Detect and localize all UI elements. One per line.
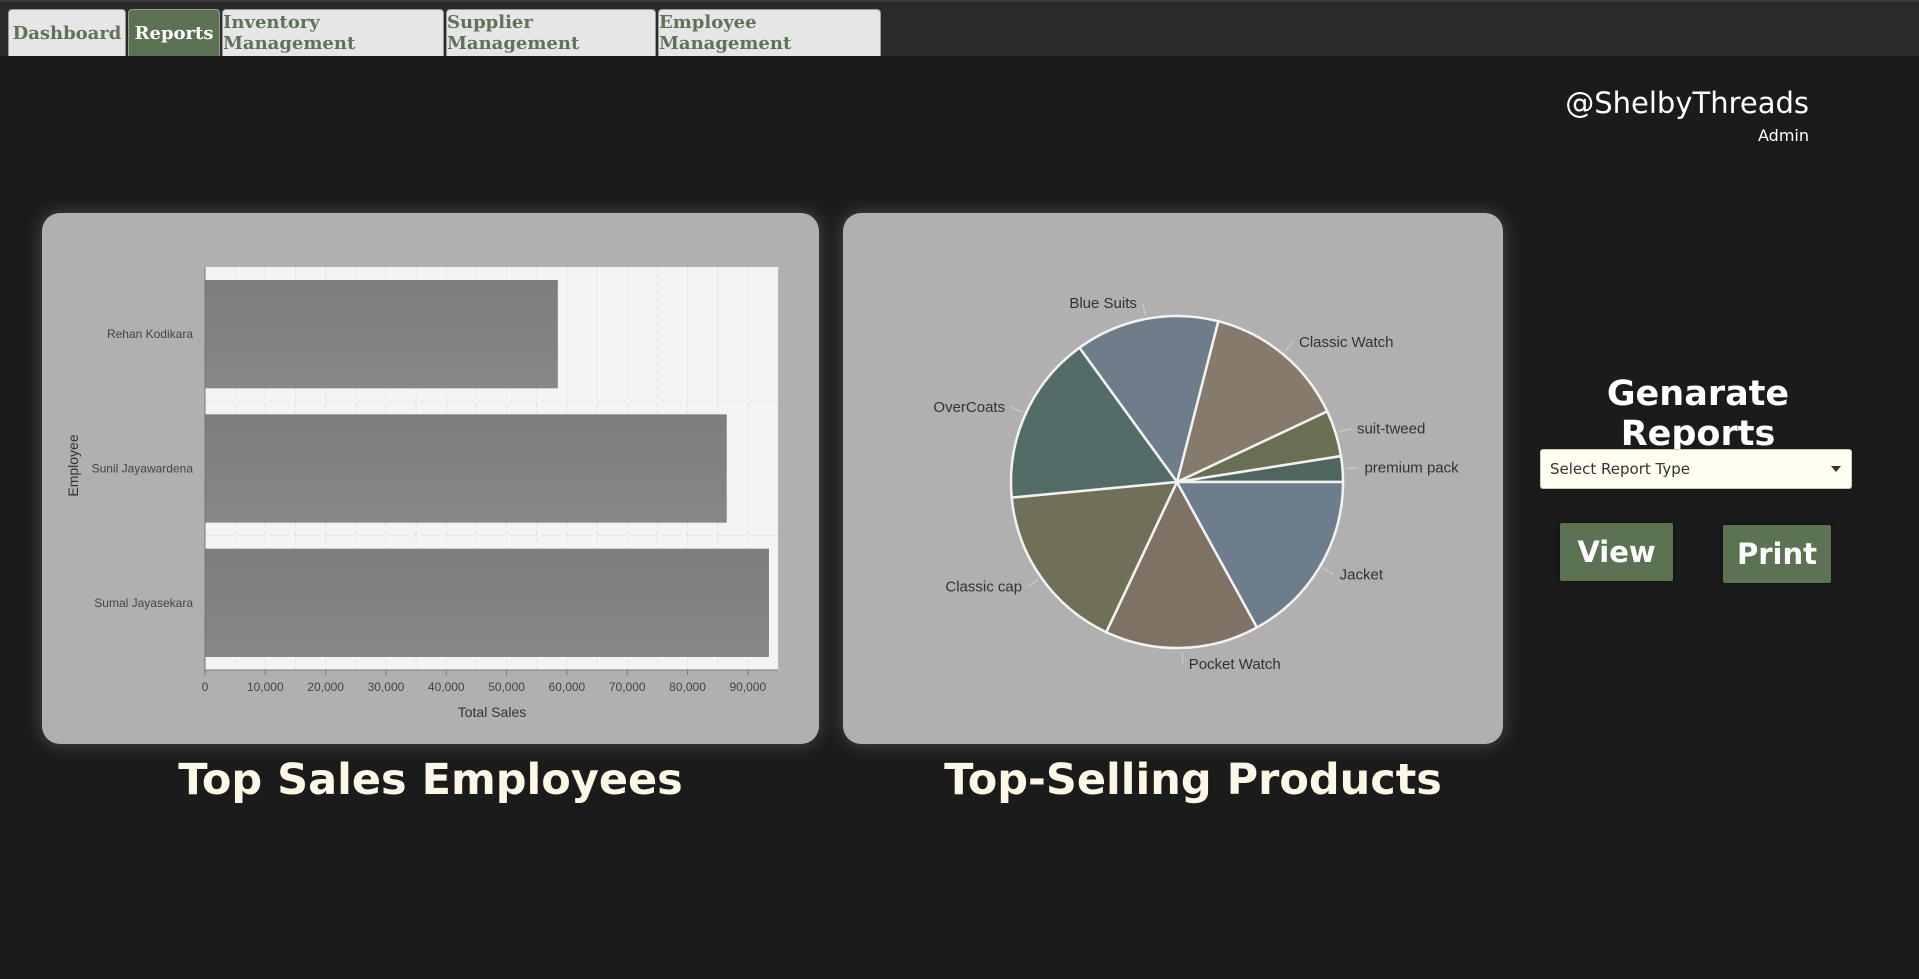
tab-inventory-management[interactable]: Inventory Management <box>222 9 444 56</box>
pie-slice <box>1175 319 1329 485</box>
pie-slice <box>1174 480 1345 630</box>
pie-leader-line <box>1142 303 1146 316</box>
x-tick-label: 10,000 <box>247 680 284 694</box>
brand-handle: @ShelbyThreads <box>1565 86 1809 120</box>
pie-slice-label: premium pack <box>1364 460 1459 477</box>
tab-bar: Dashboard Reports Inventory Management S… <box>0 0 1919 56</box>
report-type-select[interactable]: Select Report Type <box>1540 449 1852 489</box>
pie-leader-line <box>1010 406 1023 413</box>
pie-slice <box>1010 480 1180 634</box>
x-tick-label: 70,000 <box>609 680 646 694</box>
pie-slice <box>1104 479 1259 650</box>
view-button[interactable]: View <box>1560 523 1673 581</box>
pie-slice-label: Pocket Watch <box>1189 656 1281 673</box>
tab-employee-management[interactable]: Employee Management <box>658 9 881 56</box>
pie-leader-line <box>1284 341 1294 352</box>
tab-reports[interactable]: Reports <box>128 9 220 56</box>
category-label: Rehan Kodikara <box>107 327 193 341</box>
pie-slice-label: Classic Watch <box>1299 334 1393 351</box>
bar <box>205 414 727 523</box>
y-axis-label: Employee <box>65 434 81 496</box>
employees-bar-chart: Rehan Kodikara Sunil Jayawardena Sumal Jay… <box>65 267 779 720</box>
pie-slice <box>1077 314 1220 485</box>
generate-reports-title: Genarate Reports <box>1606 374 1790 454</box>
employees-chart-title: Top Sales Employees <box>178 755 683 805</box>
pie-slice-label: OverCoats <box>933 399 1005 416</box>
print-button[interactable]: Print <box>1723 525 1831 583</box>
x-tick-label: 60,000 <box>549 680 586 694</box>
pie-leader-line <box>1339 427 1352 433</box>
x-tick-label: 50,000 <box>488 680 525 694</box>
pie-slice-label: Classic cap <box>945 579 1022 596</box>
x-tick-label: 40,000 <box>428 680 465 694</box>
products-chart-title: Top-Selling Products <box>944 755 1442 805</box>
pie-leader-line <box>1322 567 1335 576</box>
pie-leader-line <box>1346 466 1359 470</box>
x-tick-label: 80,000 <box>669 680 706 694</box>
pie-slice-label: suit-tweed <box>1357 420 1425 437</box>
user-role: Admin <box>1758 126 1809 145</box>
pie-slice <box>1009 345 1180 499</box>
pie-slice-label: Jacket <box>1340 567 1384 584</box>
x-tick-label: 0 <box>202 680 209 694</box>
report-type-select-value: Select Report Type <box>1550 460 1690 478</box>
x-axis-label: Total Sales <box>458 704 526 720</box>
category-label: Sumal Jayasekara <box>94 596 193 610</box>
bar <box>205 548 769 657</box>
category-label: Sunil Jayawardena <box>92 462 194 476</box>
chevron-down-icon <box>1831 466 1841 472</box>
products-chart-panel: premium pack suit-tweed Classic Watch Blue … <box>843 213 1503 744</box>
x-tick-label: 20,000 <box>307 680 344 694</box>
employees-chart-panel: Rehan Kodikara Sunil Jayawardena Sumal Jay… <box>42 213 819 744</box>
tab-dashboard[interactable]: Dashboard <box>8 9 126 56</box>
brand-block: @ShelbyThreads Admin <box>1565 86 1809 145</box>
tab-supplier-management[interactable]: Supplier Management <box>446 9 656 56</box>
pie-leader-line <box>1027 579 1039 588</box>
pie-slice-label: Blue Suits <box>1069 295 1137 312</box>
x-tick-label: 90,000 <box>729 680 766 694</box>
x-tick-label: 30,000 <box>368 680 405 694</box>
products-pie-chart: premium pack suit-tweed Classic Watch Blue … <box>933 295 1459 673</box>
bar <box>205 280 558 389</box>
